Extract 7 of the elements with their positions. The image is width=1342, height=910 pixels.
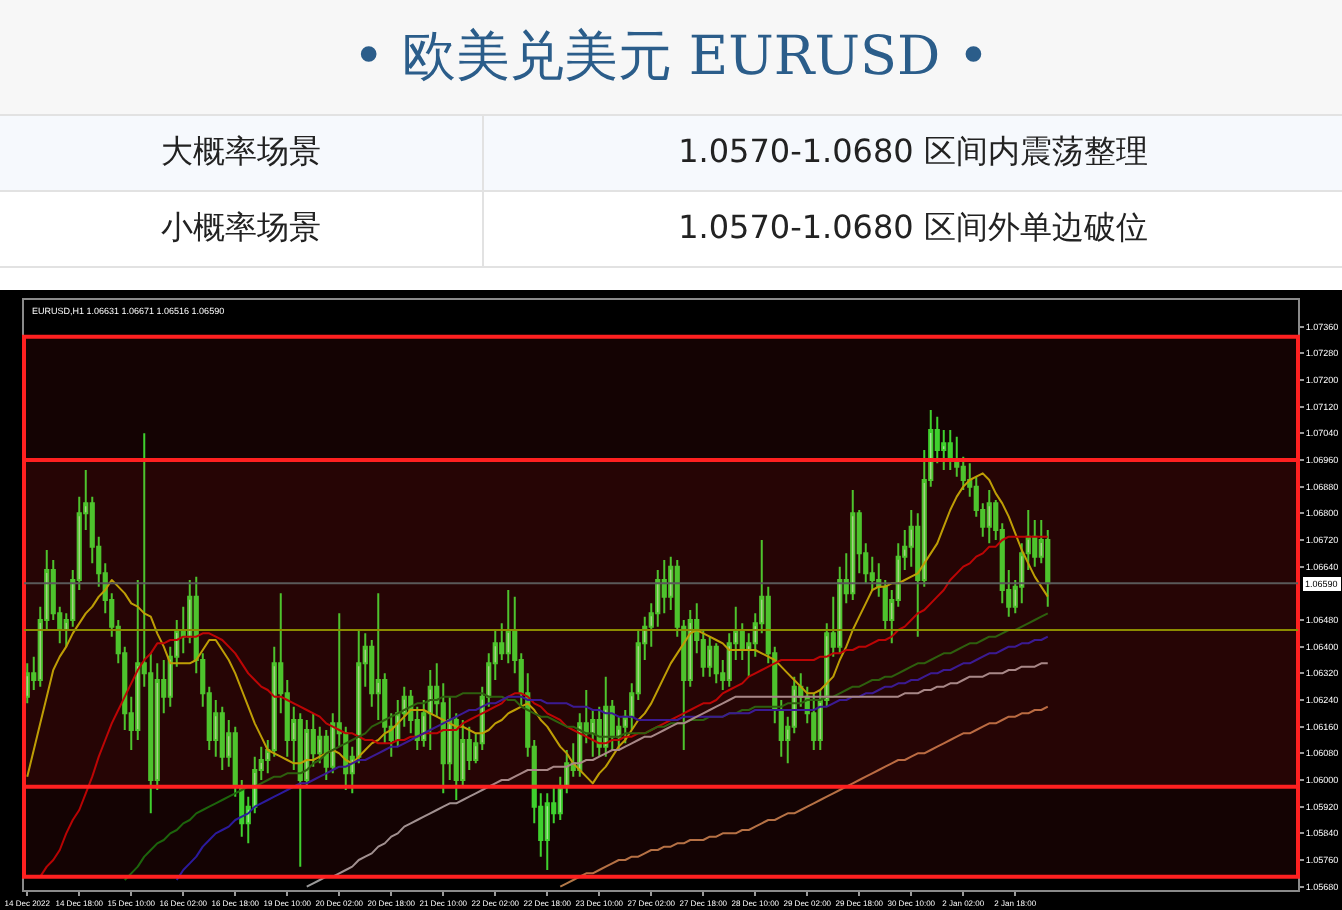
text: 小概率场景 — [0, 191, 483, 267]
line-series — [559, 705, 1049, 888]
text: 大概率场景 — [0, 115, 483, 191]
text: 1.0570-1.0680 区间外单边破位 — [483, 191, 1342, 267]
text: 1.0570-1.0680 区间内震荡整理 — [483, 115, 1342, 191]
chart-title: • 欧美兑美元 EURUSD • — [0, 0, 1342, 114]
line-series — [305, 662, 1049, 888]
